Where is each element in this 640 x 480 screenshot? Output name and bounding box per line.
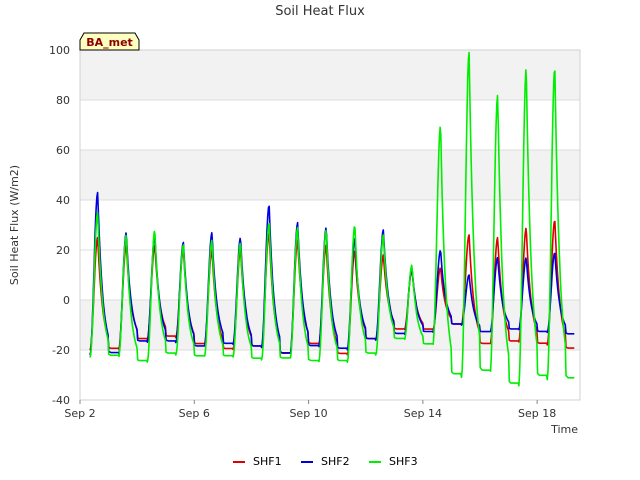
legend-item-shf2: SHF2 bbox=[301, 455, 350, 468]
x-tick-label: Sep 6 bbox=[179, 407, 210, 420]
x-tick-label: Sep 2 bbox=[64, 407, 95, 420]
x-tick-label: Sep 10 bbox=[289, 407, 327, 420]
legend-item-shf1: SHF1 bbox=[233, 455, 282, 468]
y-axis-ticks: -40 -20 0 20 40 60 80 100 bbox=[49, 44, 70, 407]
x-axis-label: Time bbox=[550, 423, 578, 436]
series-layer bbox=[89, 51, 575, 387]
y-tick-label: 80 bbox=[56, 94, 70, 107]
x-tick-label: Sep 14 bbox=[404, 407, 442, 420]
band-1 bbox=[80, 150, 580, 200]
y-tick-label: 0 bbox=[63, 294, 70, 307]
band-2 bbox=[80, 50, 580, 100]
y-tick-label: -20 bbox=[52, 344, 70, 357]
x-axis-ticks: Sep 2 Sep 6 Sep 10 Sep 14 Sep 18 bbox=[64, 400, 556, 420]
legend-item-shf3: SHF3 bbox=[369, 455, 418, 468]
legend-label: SHF3 bbox=[389, 455, 418, 468]
series-line-shf2 bbox=[89, 191, 575, 356]
y-tick-label: 100 bbox=[49, 44, 70, 57]
plot-border bbox=[79, 49, 581, 401]
site-badge-label: BA_met bbox=[86, 36, 133, 49]
x-tick-label: Sep 18 bbox=[518, 407, 556, 420]
legend-label: SHF2 bbox=[321, 455, 350, 468]
legend: SHF1 SHF2 SHF3 bbox=[233, 455, 418, 468]
chart-title: Soil Heat Flux bbox=[275, 4, 365, 19]
y-tick-label: 20 bbox=[56, 244, 70, 257]
site-badge: BA_met bbox=[79, 32, 140, 51]
legend-label: SHF1 bbox=[253, 455, 282, 468]
site-badge-box bbox=[79, 32, 140, 51]
y-axis-label: Soil Heat Flux (W/m2) bbox=[8, 165, 21, 285]
series-line-shf3 bbox=[89, 51, 575, 387]
y-tick-label: 60 bbox=[56, 144, 70, 157]
y-tick-label: 40 bbox=[56, 194, 70, 207]
y-tick-label: -40 bbox=[52, 394, 70, 407]
